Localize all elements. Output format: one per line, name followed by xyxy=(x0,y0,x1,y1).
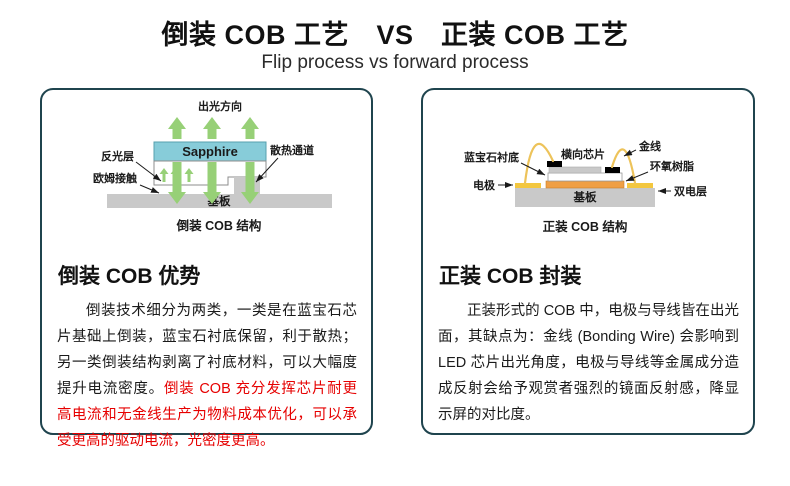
flip-cob-diagram: 出光方向 Sapphire 基板 xyxy=(93,99,332,233)
substrate-label: 基板 xyxy=(573,190,597,204)
forward-cob-panel: 基板 金线 蓝宝石衬底 横向芯片 环氧树脂 xyxy=(421,88,755,435)
flip-cob-panel: 出光方向 Sapphire 基板 xyxy=(40,88,373,449)
reflective-layer-leader xyxy=(135,161,162,182)
flip-body-intro: 倒装技术细分为两类，一类是在蓝宝石芯片基础上倒装，蓝宝石衬底保留，利于散热；另一… xyxy=(57,303,357,397)
flip-panel-body: 倒装技术细分为两类，一类是在蓝宝石芯片基础上倒装，蓝宝石衬底保留，利于散热；另一… xyxy=(57,298,357,454)
light-direction-label: 出光方向 xyxy=(198,99,242,113)
small-up-arrows-icon xyxy=(159,168,194,182)
ohmic-contact-leader xyxy=(139,184,160,194)
forward-panel-heading: 正装 COB 封装 xyxy=(439,265,582,288)
flip-body-highlight: 倒装 COB 充分发挥芯片耐更高电流和无金线生产为物料成本优化，可以承受更高的驱… xyxy=(57,381,357,449)
sapphire-substrate-label: 蓝宝石衬底 xyxy=(464,150,519,164)
ohmic-contact-label: 欧姆接触 xyxy=(93,171,137,185)
light-up-arrows-icon xyxy=(168,117,259,139)
flip-panel-heading: 倒装 COB 优势 xyxy=(58,265,201,288)
epoxy-layer xyxy=(545,180,625,189)
gold-wire-leader xyxy=(623,149,637,157)
forward-panel-body: 正装形式的 COB 中，电极与导线皆在出光面，其缺点为：金线 (Bonding … xyxy=(438,303,739,423)
heat-channel-leader xyxy=(255,157,279,183)
epoxy-resin-leader xyxy=(625,171,649,182)
substrate-bar xyxy=(515,188,655,207)
chip-electrode-right xyxy=(605,167,620,173)
flip-structure-caption: 倒装 COB 结构 xyxy=(176,218,262,233)
forward-cob-diagram: 基板 金线 蓝宝石衬底 横向芯片 环氧树脂 xyxy=(464,139,707,234)
electrode-label: 电极 xyxy=(473,178,496,192)
sapphire-substrate-leader xyxy=(520,162,546,176)
page-title: 倒装 COB 工艺 VS 正装 COB 工艺 xyxy=(161,20,629,50)
gold-wire-label: 金线 xyxy=(638,139,661,153)
lateral-chip xyxy=(548,166,602,174)
reflective-layer-label: 反光层 xyxy=(101,149,134,163)
chip-electrode-left xyxy=(547,161,562,167)
forward-structure-caption: 正装 COB 结构 xyxy=(543,219,628,234)
lateral-chip-label: 横向芯片 xyxy=(561,147,605,161)
sapphire-label: Sapphire xyxy=(182,144,238,159)
electrode-pads xyxy=(515,183,653,188)
page-subtitle: Flip process vs forward process xyxy=(261,52,529,73)
sapphire-substrate-layer xyxy=(547,172,623,182)
heat-down-arrows-icon xyxy=(168,162,259,204)
substrate-bar xyxy=(107,194,332,208)
epoxy-resin-label: 环氧树脂 xyxy=(650,159,694,173)
heat-channel-label: 散热通道 xyxy=(270,143,314,157)
double-layer-label: 双电层 xyxy=(674,184,707,198)
